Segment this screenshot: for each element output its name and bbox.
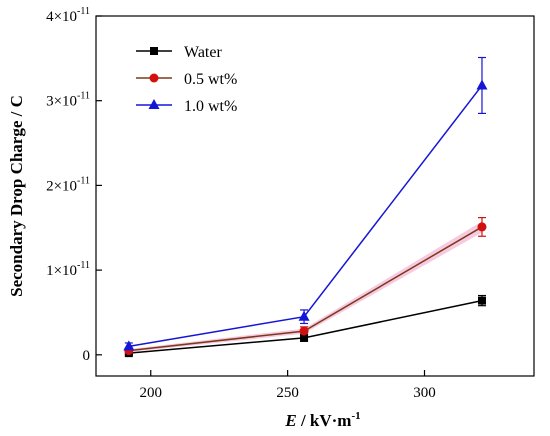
data-point xyxy=(299,326,309,336)
y-tick-label: 3×10-11 xyxy=(46,91,90,110)
legend-label: Water xyxy=(184,44,222,61)
y-tick-label-base: 1×10 xyxy=(46,263,77,279)
plot-frame xyxy=(95,15,535,377)
legend-label: 0.5 wt% xyxy=(184,71,237,88)
y-tick-label: 2×10-11 xyxy=(46,175,90,194)
data-point xyxy=(477,222,487,232)
y-tick-label-exponent: -11 xyxy=(77,260,90,271)
data-point xyxy=(476,79,488,90)
legend-label: 1.0 wt% xyxy=(184,98,237,115)
x-axis-title-exponent: -1 xyxy=(351,410,360,422)
x-axis-title-unit: / kV·m xyxy=(297,411,352,430)
y-tick-label-exponent: -11 xyxy=(77,6,90,17)
y-tick-label-base: 3×10 xyxy=(46,94,77,110)
y-tick-label-base: 2×10 xyxy=(46,178,77,194)
data-point xyxy=(477,296,486,305)
legend-marker xyxy=(149,73,159,83)
y-axis-title: Secondary Drop Charge / C xyxy=(7,95,26,297)
y-tick-label-exponent: -11 xyxy=(77,91,90,102)
legend-marker xyxy=(150,47,158,55)
x-axis-title-symbol: E xyxy=(284,411,296,430)
data-point xyxy=(298,310,310,321)
data-point xyxy=(123,340,135,351)
x-axis-ticks: 200 250 300 xyxy=(140,370,436,401)
y-axis-ticks: 01×10-112×10-113×10-114×10-11 xyxy=(46,6,102,364)
x-axis-title: E / kV·m-1 xyxy=(284,410,360,430)
x-tick-label: 250 xyxy=(276,385,299,401)
y-tick-label-base: 0 xyxy=(83,348,91,364)
y-tick-label: 1×10-11 xyxy=(46,260,90,279)
y-tick-label: 0 xyxy=(83,348,91,364)
legend-marker xyxy=(148,99,160,109)
y-tick-label: 4×10-11 xyxy=(46,6,90,25)
y-tick-label-exponent: -11 xyxy=(77,175,90,186)
x-tick-label: 300 xyxy=(413,385,436,401)
legend: Water 0.5 wt% 1.0 wt% xyxy=(136,44,237,115)
x-tick-label: 200 xyxy=(140,385,163,401)
data-point xyxy=(300,333,309,342)
y-tick-label-base: 4×10 xyxy=(46,9,77,25)
data-markers xyxy=(123,79,488,358)
